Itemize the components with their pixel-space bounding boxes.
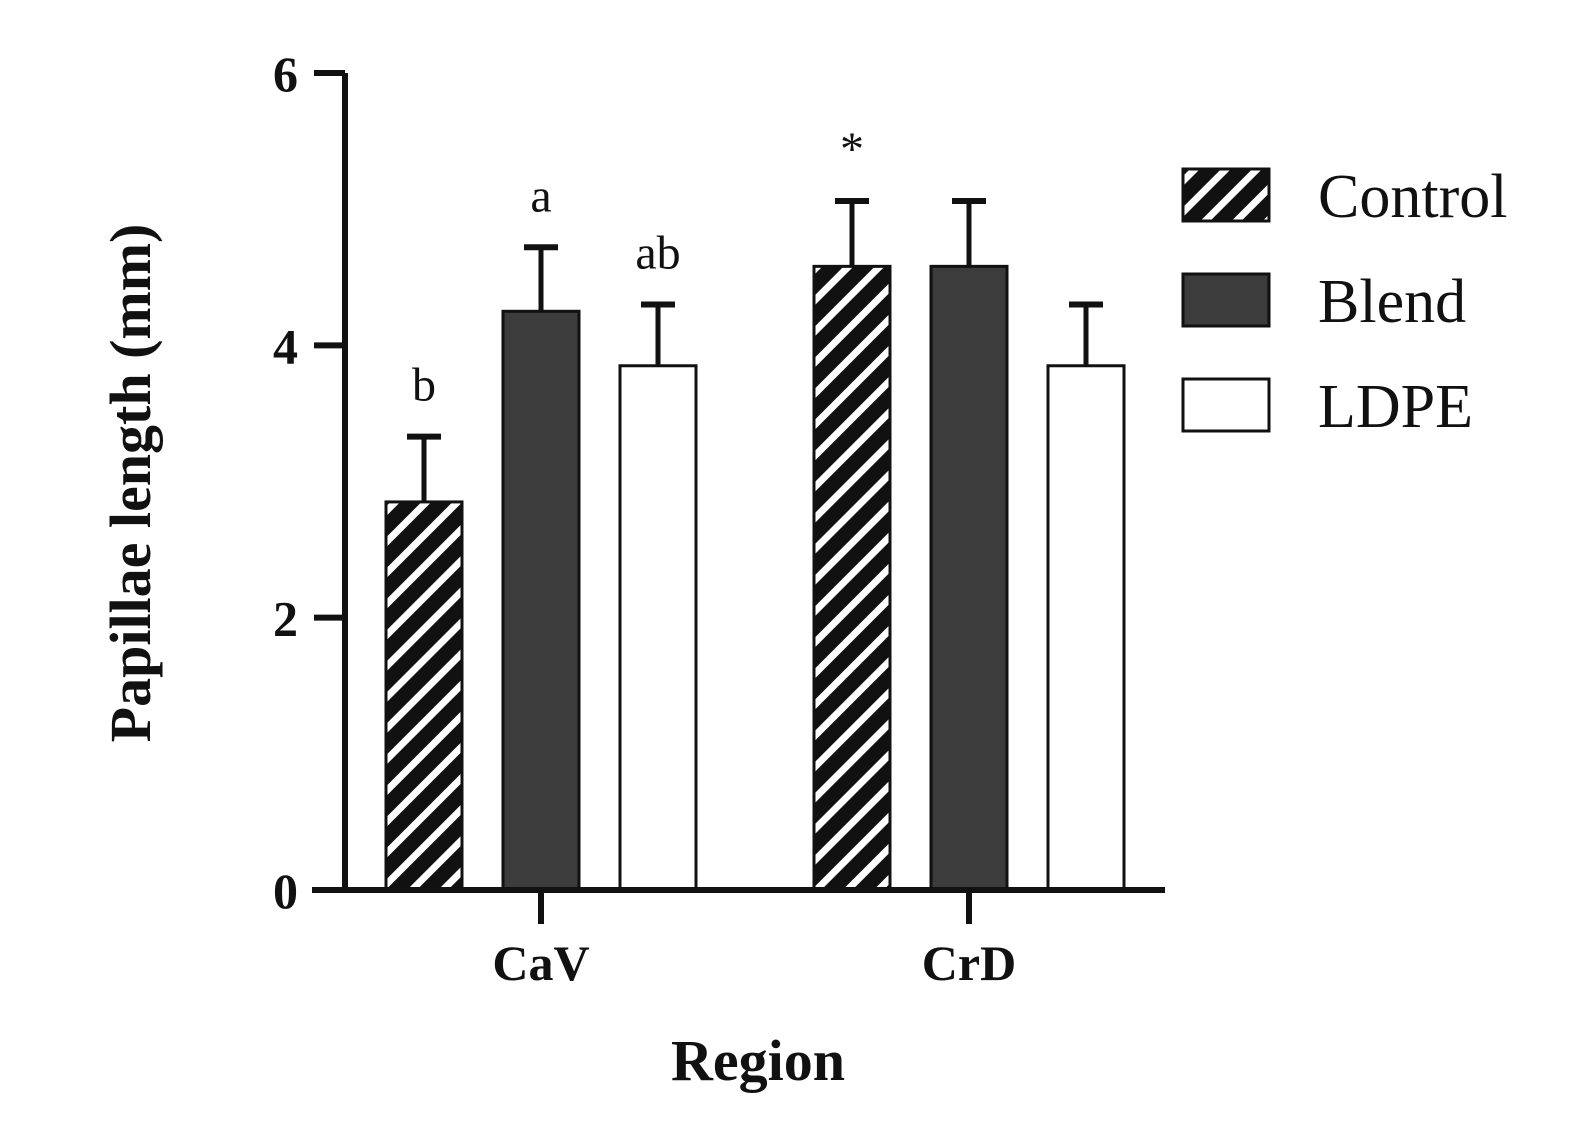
bar-blend-cav bbox=[501, 309, 581, 892]
annotation-blend-cav: a bbox=[530, 169, 551, 222]
legend-label-ldpe: LDPE bbox=[1318, 373, 1473, 441]
legend-swatch-blend bbox=[1181, 272, 1271, 328]
y-tick-label-2: 2 bbox=[273, 591, 298, 647]
legend-swatch-ldpe bbox=[1181, 377, 1271, 433]
y-tick-label-6: 6 bbox=[273, 46, 298, 102]
annotation-ldpe-cav: ab bbox=[635, 226, 680, 279]
annotation-control-crd: * bbox=[840, 123, 864, 176]
legend-label-blend: Blend bbox=[1318, 268, 1466, 336]
legend-swatch-control bbox=[1181, 167, 1271, 223]
x-axis-title: Region bbox=[671, 1028, 845, 1093]
plot-area: b * a ab bbox=[384, 123, 1126, 892]
y-axis-title: Papillae length (mm) bbox=[98, 224, 163, 743]
x-tick-label-cav: CaV bbox=[492, 935, 589, 991]
x-tick-label-crd: CrD bbox=[922, 935, 1016, 991]
bar-control-cav bbox=[384, 500, 464, 892]
bar-blend-crd bbox=[929, 264, 1009, 892]
bar-control-crd bbox=[812, 264, 892, 892]
y-tick-label-4: 4 bbox=[273, 318, 298, 374]
legend-label-control: Control bbox=[1318, 163, 1507, 231]
bar-ldpe-crd bbox=[1046, 364, 1126, 892]
axes: 0 2 4 6 CaV CrD bbox=[273, 46, 1165, 991]
legend: Control Blend LDPE bbox=[1181, 163, 1507, 441]
annotation-control-cav: b bbox=[412, 359, 436, 412]
y-tick-label-0: 0 bbox=[273, 863, 298, 919]
bar-ldpe-cav bbox=[618, 364, 698, 892]
